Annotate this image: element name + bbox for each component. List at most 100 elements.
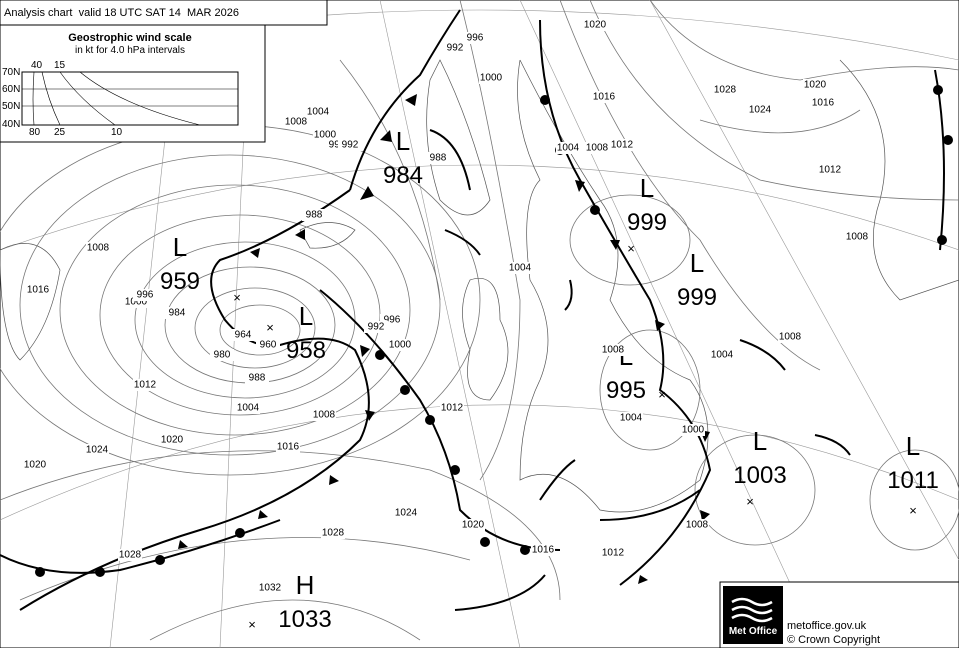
isobar-label-bg <box>508 262 532 274</box>
speed-label: 25 <box>54 127 66 138</box>
isobar-label-bg <box>388 339 412 351</box>
center-cross: × <box>909 503 917 518</box>
isobar-label: 1016 <box>812 98 835 109</box>
wind-scale-subtitle: in kt for 4.0 hPa intervals <box>75 45 185 56</box>
speed-label: 10 <box>111 127 123 138</box>
isobar-label: 1012 <box>134 380 157 391</box>
isobar-label-bg <box>302 209 326 221</box>
speed-label: 15 <box>54 60 66 71</box>
wind-scale: Geostrophic wind scale in kt for 4.0 hPa… <box>0 24 266 143</box>
isobar-label: 1016 <box>532 545 555 556</box>
isobar-labels: 1020 1016 1012 1008 1004 1000 996 992 1028 1024 10… <box>23 19 869 594</box>
isobar-label: 1020 <box>804 80 827 91</box>
center-pressure: 1003 <box>733 462 786 489</box>
center-type: L <box>173 232 187 262</box>
isobar-label: 1020 <box>584 20 607 31</box>
isobar-label-bg <box>803 79 827 91</box>
isobar-label: 1028 <box>714 85 737 96</box>
title-box: Analysis chart valid 18 UTC SAT 14 MAR 2… <box>0 0 328 26</box>
latitude-label: 50N <box>2 101 20 112</box>
isobar-label: 1000 <box>480 73 503 84</box>
isobar-label-bg <box>845 231 869 243</box>
isobar-label-bg <box>601 547 625 559</box>
center-cross: × <box>746 494 754 509</box>
isobar-label: 1012 <box>602 548 625 559</box>
isobar-label-bg <box>86 242 110 254</box>
isobar-label-bg <box>26 284 50 296</box>
isobar-label-bg <box>585 142 609 154</box>
isobar-label: 984 <box>169 308 186 319</box>
isobar-label: 1000 <box>682 425 705 436</box>
center-cross: × <box>627 241 635 256</box>
center-type: L <box>906 431 920 461</box>
isobar-label: 1016 <box>277 442 300 453</box>
isobar-label-bg <box>236 402 260 414</box>
isobar-label: 1004 <box>237 403 260 414</box>
isobar-label-bg <box>601 344 625 356</box>
isobar-label-bg <box>685 519 709 531</box>
center-pressure: 959 <box>160 268 200 295</box>
wind-scale-lines <box>22 71 238 126</box>
isobar-label: 992 <box>368 322 385 333</box>
footer: Met Office metoffice.gov.uk © Crown Copy… <box>719 581 959 648</box>
center-pressure: 1033 <box>278 606 331 633</box>
isobar-label-bg <box>748 104 772 116</box>
isobar-label-bg <box>531 544 555 556</box>
isobar-label: 1000 <box>314 130 337 141</box>
center-pressure: 1011 <box>887 467 939 494</box>
isobar-label: 1004 <box>509 263 532 274</box>
isobar-label: 1004 <box>620 413 643 424</box>
center-cross: × <box>658 387 666 402</box>
isobar-label-bg <box>313 129 337 141</box>
isobar-label: 980 <box>214 350 231 361</box>
isobar-label: 1020 <box>24 460 47 471</box>
isobar-label-bg <box>118 549 142 561</box>
chart-title: Analysis chart valid 18 UTC SAT 14 MAR 2… <box>4 7 239 19</box>
latitude-label: 40N <box>2 119 20 130</box>
center-type: L <box>753 426 767 456</box>
isobar-label: 992 <box>342 140 359 151</box>
isobar-label-bg <box>778 331 802 343</box>
isobar-label: 1008 <box>602 345 625 356</box>
latitude-label: 70N <box>2 67 20 78</box>
isobar-label: 960 <box>260 340 277 351</box>
wind-scale-plot <box>21 71 239 126</box>
isobar-label-bg <box>133 379 157 391</box>
isobar-label: 996 <box>137 290 154 301</box>
footer-copyright: © Crown Copyright <box>787 634 880 646</box>
isobar-label: 1028 <box>322 528 345 539</box>
speed-label: 80 <box>29 127 41 138</box>
isobar-label: 1012 <box>819 165 842 176</box>
isobar-label: 988 <box>249 373 266 384</box>
isobar-label: 1004 <box>711 350 734 361</box>
isobar-label-bg <box>245 372 269 384</box>
isobar-label-bg <box>231 329 255 341</box>
isobar-label-bg <box>461 519 485 531</box>
isobar-label-bg <box>321 527 345 539</box>
isobar-label: 996 <box>467 33 484 44</box>
isobar-label: 988 <box>306 210 323 221</box>
coastlines <box>0 59 959 513</box>
isobar-label-bg <box>681 424 705 436</box>
isobar-label: 1004 <box>307 107 330 118</box>
center-type: L <box>396 126 410 156</box>
isobar-label-bg <box>583 19 607 31</box>
isobar-label: 1012 <box>441 403 464 414</box>
isobar-label-bg <box>818 164 842 176</box>
center-pressure: 984 <box>383 162 423 189</box>
isobar-label-bg <box>811 97 835 109</box>
isobar-label-bg <box>479 72 503 84</box>
isobar-label-bg <box>276 441 300 453</box>
center-cross: × <box>233 290 241 305</box>
isobar-label: 988 <box>430 153 447 164</box>
isobar-label-bg <box>364 321 388 333</box>
wind-scale-title: Geostrophic wind scale <box>68 32 191 44</box>
isobar-label: 1024 <box>395 508 418 519</box>
isobar-label: 1020 <box>462 520 485 531</box>
footer-url[interactable]: metoffice.gov.uk <box>787 620 867 632</box>
logo-text: Met Office <box>729 626 778 637</box>
isobar-label-bg <box>256 339 280 351</box>
isobar-label: 1024 <box>86 445 109 456</box>
